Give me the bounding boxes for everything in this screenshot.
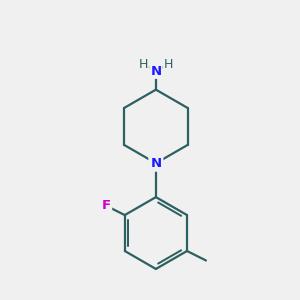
- Text: N: N: [150, 157, 161, 170]
- Text: H: H: [164, 58, 173, 70]
- Text: F: F: [102, 200, 111, 212]
- Text: H: H: [139, 58, 148, 70]
- Text: N: N: [150, 65, 161, 78]
